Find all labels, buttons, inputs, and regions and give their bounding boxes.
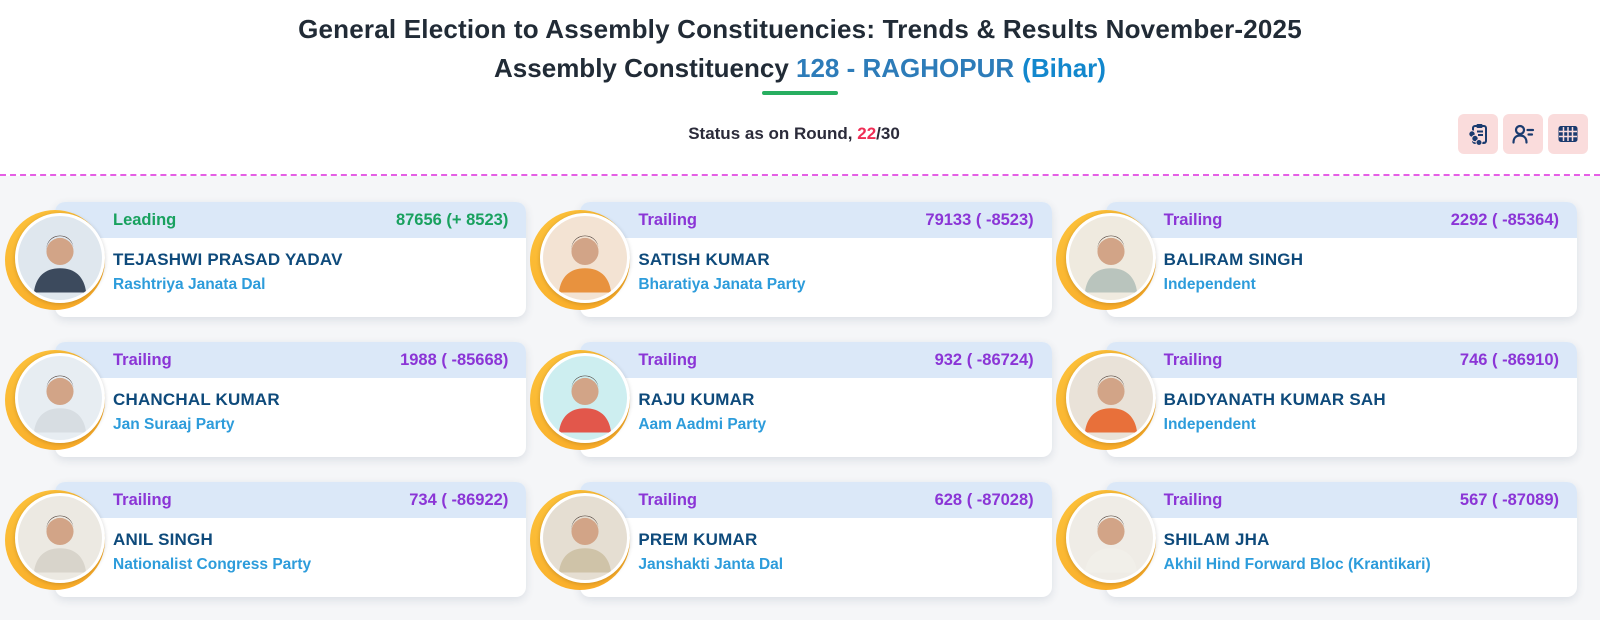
candidate-details: PREM KUMAR Janshakti Janta Dal: [580, 518, 1051, 574]
candidate-details: TEJASHWI PRASAD YADAV Rashtriya Janata D…: [55, 238, 526, 294]
candidate-votes: 734 ( -86922): [409, 490, 509, 509]
candidate-party: Rashtriya Janata Dal: [113, 276, 266, 293]
candidate-votes: 567 ( -87089): [1459, 490, 1559, 509]
candidate-votes: 1988 ( -85668): [400, 350, 509, 369]
title-underline: [762, 91, 838, 95]
status-row: Status as on Round, 22/30: [0, 113, 1600, 155]
candidate-details: ANIL SINGH Nationalist Congress Party: [55, 518, 526, 574]
constituency-number-name: 128 - RAGHOPUR: [796, 53, 1015, 83]
candidate-card: Trailing 2292 ( -85364) BALIRAM SINGH In…: [1055, 202, 1577, 317]
candidate-party: Akhil Hind Forward Bloc (Krantikari): [1163, 556, 1431, 573]
candidate-party: Independent: [1163, 416, 1256, 433]
candidate-status-label: Trailing: [638, 490, 698, 509]
candidate-card: Trailing 79133 ( -8523) SATISH KUMAR Bha…: [530, 202, 1052, 317]
candidate-votes: 87656 (+ 8523): [395, 210, 509, 229]
candidate-card: Trailing 1988 ( -85668) CHANCHAL KUMAR J…: [5, 342, 527, 457]
candidate-name: BALIRAM SINGH: [1163, 250, 1304, 269]
table-view-button[interactable]: [1548, 114, 1588, 154]
toolbar: [900, 114, 1588, 154]
candidate-status-band: Trailing 79133 ( -8523): [580, 202, 1052, 238]
candidate-status-label: Trailing: [638, 350, 698, 369]
candidate-name: PREM KUMAR: [638, 530, 758, 549]
constituency-title-prefix: Assembly Constituency: [494, 53, 797, 83]
candidate-name: BAIDYANATH KUMAR SAH: [1163, 390, 1386, 409]
candidate-party: Bharatiya Janata Party: [638, 276, 806, 293]
candidates-grid: Leading 87656 (+ 8523) TEJASHWI PRASAD Y…: [5, 202, 1577, 597]
round-wise-report-button[interactable]: [1458, 114, 1498, 154]
candidate-details: BALIRAM SINGH Independent: [1106, 238, 1577, 294]
round-wise-report-icon: [1466, 122, 1490, 146]
current-round: 22: [857, 124, 877, 143]
candidate-card: Leading 87656 (+ 8523) TEJASHWI PRASAD Y…: [5, 202, 527, 317]
candidate-card: Trailing 932 ( -86724) RAJU KUMAR Aam Aa…: [530, 342, 1052, 457]
candidate-details: SHILAM JHA Akhil Hind Forward Bloc (Kran…: [1106, 518, 1577, 574]
candidate-status-band: Trailing 734 ( -86922): [55, 482, 527, 518]
candidate-status-band: Trailing 628 ( -87028): [580, 482, 1052, 518]
round-status-prefix: Status as on Round,: [688, 124, 858, 143]
candidate-status-label: Leading: [113, 210, 177, 229]
total-rounds: /30: [876, 124, 900, 143]
candidate-status-label: Trailing: [638, 210, 698, 229]
candidate-details: BAIDYANATH KUMAR SAH Independent: [1106, 378, 1577, 434]
constituency-title: Assembly Constituency 128 - RAGHOPUR (Bih…: [0, 53, 1600, 84]
candidate-votes: 746 ( -86910): [1459, 350, 1559, 369]
candidate-status-band: Trailing 746 ( -86910): [1105, 342, 1577, 378]
candidate-status-band: Leading 87656 (+ 8523): [55, 202, 527, 238]
candidate-name: TEJASHWI PRASAD YADAV: [113, 250, 343, 269]
candidate-party: Jan Suraaj Party: [113, 416, 235, 433]
candidate-status-band: Trailing 567 ( -87089): [1105, 482, 1577, 518]
dashed-divider: [0, 174, 1600, 176]
candidate-card: Trailing 628 ( -87028) PREM KUMAR Jansha…: [530, 482, 1052, 597]
candidate-votes: 79133 ( -8523): [925, 210, 1034, 229]
candidate-card: Trailing 746 ( -86910) BAIDYANATH KUMAR …: [1055, 342, 1577, 457]
candidate-status-label: Trailing: [1163, 490, 1223, 509]
candidate-list-button[interactable]: [1503, 114, 1543, 154]
candidate-party: Aam Aadmi Party: [638, 416, 767, 433]
candidate-party: Janshakti Janta Dal: [638, 556, 784, 573]
candidate-votes: 932 ( -86724): [934, 350, 1034, 369]
candidate-status-label: Trailing: [113, 350, 172, 369]
candidate-status-label: Trailing: [113, 490, 172, 509]
candidate-details: RAJU KUMAR Aam Aadmi Party: [580, 378, 1051, 434]
candidate-votes: 2292 ( -85364): [1450, 210, 1559, 229]
candidate-details: SATISH KUMAR Bharatiya Janata Party: [580, 238, 1051, 294]
candidate-card: Trailing 567 ( -87089) SHILAM JHA Akhil …: [1055, 482, 1577, 597]
candidate-status-label: Trailing: [1163, 210, 1223, 229]
page-title: General Election to Assembly Constituenc…: [298, 14, 1302, 44]
candidate-status-band: Trailing 2292 ( -85364): [1105, 202, 1577, 238]
candidate-party: Independent: [1163, 276, 1256, 293]
candidate-status-label: Trailing: [1163, 350, 1223, 369]
candidate-status-band: Trailing 1988 ( -85668): [55, 342, 527, 378]
candidate-details: CHANCHAL KUMAR Jan Suraaj Party: [55, 378, 526, 434]
page-header: General Election to Assembly Constituenc…: [0, 0, 1600, 176]
candidate-name: SATISH KUMAR: [638, 250, 770, 269]
candidate-votes: 628 ( -87028): [934, 490, 1034, 509]
candidate-card: Trailing 734 ( -86922) ANIL SINGH Nation…: [5, 482, 527, 597]
candidate-name: ANIL SINGH: [113, 530, 213, 549]
candidate-name: RAJU KUMAR: [638, 390, 755, 409]
candidate-list-icon: [1511, 122, 1535, 146]
table-grid-icon: [1556, 122, 1580, 146]
round-status: Status as on Round, 22/30: [688, 124, 900, 144]
candidate-party: Nationalist Congress Party: [113, 556, 312, 573]
candidate-name: SHILAM JHA: [1163, 530, 1270, 549]
candidate-name: CHANCHAL KUMAR: [113, 390, 280, 409]
candidate-status-band: Trailing 932 ( -86724): [580, 342, 1052, 378]
state-name: (Bihar): [1022, 53, 1106, 83]
